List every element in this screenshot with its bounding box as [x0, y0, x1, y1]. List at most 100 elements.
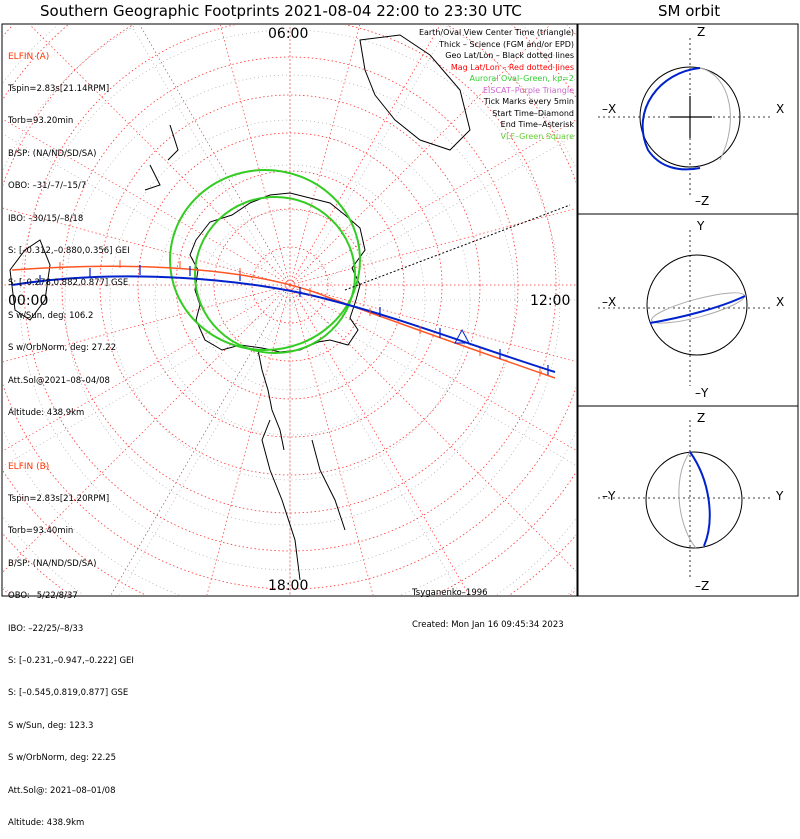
- legend-entry: EISCAT–Purple Triangle: [482, 85, 574, 95]
- elfin-a-line: S: [–0.312,–0.880,0.356] GEI: [8, 245, 130, 256]
- sm-orbit-a-1: [641, 67, 701, 171]
- elfin-a-line: IBO: –30/15/–8/18: [8, 213, 84, 224]
- footer: Tsyganenko–1996 Created: Mon Jan 16 09:4…: [412, 566, 564, 642]
- legend-entry: VLF–Green Square: [500, 131, 574, 141]
- auroral-oval: [169, 169, 361, 354]
- elfin-b-line: Altitude: 438.9km: [8, 817, 85, 828]
- elfin-b-footprint: [11, 265, 556, 379]
- sm-orbit-b-3: [678, 451, 697, 549]
- elfin-a-track: [11, 275, 556, 373]
- elfin-a-line: S w/Sun, deg: 106.2: [8, 310, 94, 321]
- mag-latitude-circle: [251, 246, 329, 324]
- mag-grid: [3, 25, 576, 595]
- elfin-a-line: S w/OrbNorm, deg: 27.22: [8, 343, 117, 354]
- svg-text:–Z: –Z: [695, 579, 709, 593]
- legend-entry: Earth/Oval View Center Time (triangle): [418, 28, 574, 37]
- created-label: Created: Mon Jan 16 09:45:34 2023: [412, 619, 564, 630]
- elfin-b-line: S: [–0.545,0.819,0.877] GSE: [8, 688, 129, 699]
- mag-latitude-circle: [175, 170, 405, 400]
- geo-meridian-line: [289, 299, 576, 466]
- view-direction-line: [344, 204, 571, 291]
- model-label: Tsyganenko–1996: [412, 587, 488, 598]
- figure-canvas: 06:00 00:00 12:00 18:00 Z –Z –X X Y –Y –…: [1, 23, 799, 597]
- page-title: Southern Geographic Footprints 2021-08-0…: [40, 2, 522, 20]
- map-label-bottom: 18:00: [268, 578, 308, 594]
- elfin-a-line: S: [–0.278,0.882,0.877] GSE: [8, 278, 129, 289]
- elfin-b-line: Torb=93.40min: [8, 526, 74, 537]
- track-ticks: [39, 260, 549, 376]
- sm-panel-yz: Z –Z –Y Y: [577, 405, 799, 597]
- elfin-b-info: ELFIN (B) Tspin=2.83s[21.20RPM] Torb=93.…: [8, 440, 134, 839]
- africa-coastline: [9, 239, 51, 321]
- elfin-a-info: ELFIN (A) Tspin=2.83s[21.14RPM] Torb=93.…: [8, 30, 130, 429]
- elfin-b-line: S: [–0.231,–0.947,–0.222] GEI: [8, 655, 134, 666]
- geo-meridian-line: [289, 299, 461, 595]
- sm-panel-xz: Z –Z –X X: [577, 23, 799, 215]
- geo-latitude-circle: [199, 209, 381, 391]
- elfin-a-line: Tspin=2.83s[21.14RPM]: [8, 83, 110, 94]
- map-plot: [3, 25, 576, 595]
- elfin-a-line: B/SP: (NA/ND/SD/SA): [8, 148, 97, 159]
- south-america-coastline: [261, 419, 346, 581]
- elfin-b-line: Tspin=2.83s[21.20RPM]: [8, 493, 110, 504]
- sm-panel-frame-1: [577, 23, 799, 215]
- legend-entry: Auroral Oval–Green, kp=2: [469, 74, 574, 83]
- sm-panel-xy: Y –Y –X X: [577, 213, 799, 407]
- svg-text:Z: Z: [697, 411, 705, 425]
- mag-meridian-line: [289, 284, 576, 572]
- legend-entry: End Time–Asterisk: [500, 120, 574, 129]
- elfin-b-line: Att.Sol@: 2021–08–01/08: [8, 785, 116, 796]
- legend-entry: Geo Lat/Lon – Black dotted lines: [445, 51, 574, 60]
- geo-latitude-circle: [154, 164, 426, 436]
- map-label-left: 00:00: [8, 293, 48, 309]
- legend: Earth/Oval View Center Time (triangle) Th…: [419, 27, 574, 142]
- sm-panel-frame-3: [577, 405, 799, 597]
- mag-meridian-line: [289, 25, 361, 286]
- sm-orbit-title: SM orbit: [658, 2, 721, 20]
- svg-text:Z: Z: [697, 25, 705, 39]
- elfin-b-line: B/SP: (NA/ND/SD/SA): [8, 558, 97, 569]
- svg-text:–Z: –Z: [695, 194, 709, 208]
- svg-text:–X: –X: [602, 295, 616, 309]
- svg-text:Y: Y: [775, 489, 784, 503]
- legend-entry: Tick Marks every 5min: [483, 97, 574, 106]
- mag-latitude-circle: [23, 25, 557, 552]
- geo-latitude-circle: [19, 29, 561, 571]
- svg-text:–Y: –Y: [602, 489, 616, 503]
- map-label-right: 12:00: [530, 293, 570, 309]
- elfin-b-track: [11, 265, 556, 379]
- map-frame: [1, 23, 578, 597]
- elfin-b-line: OBO: –5/22/8/37: [8, 591, 78, 602]
- svg-text:Y: Y: [696, 219, 705, 233]
- legend-entry: Mag Lat/Lon – Red dotted lines: [450, 62, 574, 72]
- svg-text:X: X: [776, 295, 784, 309]
- sm-orbit-b-1: [699, 67, 731, 161]
- coastlines: [9, 34, 471, 581]
- australia-coastline: [359, 34, 471, 151]
- svg-text:–X: –X: [602, 102, 616, 116]
- antarctica-coastline: [189, 192, 366, 353]
- sm-orbit-a-2: [649, 295, 746, 324]
- view-center-triangle: [454, 328, 470, 344]
- new-zealand-coastline: [144, 124, 179, 191]
- earth-circle-3: [645, 451, 743, 549]
- auroral-oval-outer: [169, 169, 361, 351]
- elfin-a-line: OBO: –31/–7/–15/7: [8, 181, 87, 192]
- legend-entry: Thick – Science (FGM and/or EPD): [439, 39, 574, 49]
- mag-latitude-circle: [99, 94, 481, 476]
- peninsula-coastline: [257, 349, 285, 451]
- map-label-top: 06:00: [268, 26, 308, 42]
- elfin-a-line: Att.Sol@2021–08–04/08: [8, 375, 110, 386]
- earth-circle-1: [639, 66, 741, 168]
- sm-orbit-a-3: [689, 451, 711, 547]
- elfin-a-footprint: [11, 275, 556, 373]
- elfin-b-line: S w/Sun, deg: 123.3: [8, 720, 94, 731]
- elfin-b-line: S w/OrbNorm, deg: 22.25: [8, 753, 117, 764]
- sm-panel-frame-2: [577, 213, 799, 407]
- elfin-b-line: IBO: –22/25/–8/33: [8, 623, 84, 634]
- elfin-a-line: Torb=93.20min: [8, 116, 74, 127]
- legend-entry: Start Time–Diamond: [492, 108, 574, 118]
- elfin-a-line: Altitude: 438.9km: [8, 407, 85, 418]
- elfin-a-name: ELFIN (A): [8, 51, 50, 62]
- elfin-b-name: ELFIN (B): [8, 461, 50, 472]
